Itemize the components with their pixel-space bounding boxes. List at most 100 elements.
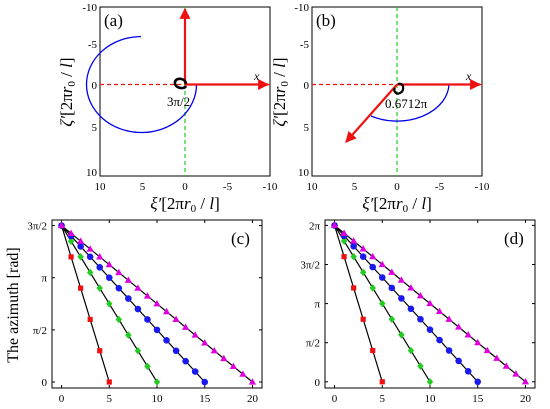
- data-point-circle: [426, 326, 434, 333]
- panel-a-y-axis-label: ζ′[2πr0 / l]: [57, 57, 78, 126]
- tick-label: -10: [294, 2, 309, 14]
- data-point-triangle: [388, 268, 396, 275]
- panel-b-label: (b): [316, 11, 336, 30]
- panel-a-x-ticks: 10 5 0 -5 -10: [95, 181, 278, 193]
- fit-line: [334, 224, 479, 383]
- data-point-triangle: [229, 362, 237, 369]
- data-point-diamond: [86, 268, 94, 277]
- data-point-diamond: [144, 362, 151, 371]
- data-point-square: [97, 348, 103, 354]
- panel-c-plot: 0 5 10 15 20 0 π/2 π 3π/2: [27, 220, 262, 405]
- fit-line: [60, 225, 110, 383]
- y-tick-label: 3π/2: [27, 221, 47, 233]
- tick-label: 0: [92, 80, 98, 92]
- panel-b-angle-arc: [370, 84, 450, 122]
- tick-label: 5: [92, 122, 98, 134]
- data-point-circle: [359, 253, 367, 260]
- data-point-triangle: [435, 307, 444, 315]
- data-point-square: [341, 254, 347, 260]
- y-tick-label: 0: [42, 377, 48, 389]
- data-point-circle: [144, 316, 151, 323]
- data-point-circle: [77, 243, 84, 250]
- data-point-triangle: [77, 237, 85, 244]
- data-point-circle: [96, 263, 104, 271]
- data-point-circle: [464, 368, 472, 375]
- x-tick-label: 20: [247, 393, 259, 405]
- data-point-diamond: [67, 237, 75, 246]
- data-point-square: [87, 316, 93, 323]
- data-point-circle: [417, 315, 424, 323]
- data-point-circle: [163, 336, 170, 344]
- data-point-square: [351, 285, 357, 291]
- y-tick-label: π/2: [33, 325, 47, 337]
- tick-label: 10: [298, 167, 310, 179]
- data-point-diamond: [398, 331, 405, 339]
- panel-b-angle-label: 0.6712π: [385, 96, 428, 111]
- data-point-triangle: [124, 276, 132, 283]
- tick-label: -10: [263, 181, 278, 193]
- data-point-diamond: [134, 346, 142, 355]
- panel-b: (b) x 0.6712π -10 -5 0 5 10 10 5 0 -5 -1…: [270, 2, 490, 215]
- tick-label: 5: [304, 122, 310, 134]
- data-point-square: [68, 254, 74, 260]
- data-point-triangle: [445, 315, 453, 322]
- data-point-circle: [115, 284, 123, 292]
- data-point-diamond: [407, 346, 415, 355]
- data-point-circle: [407, 305, 415, 313]
- x-tick-label: 20: [520, 393, 532, 405]
- data-point-circle: [388, 284, 396, 292]
- data-point-triangle: [57, 221, 66, 229]
- data-point-triangle: [143, 292, 152, 299]
- data-point-triangle: [378, 260, 386, 268]
- tick-label: 0: [304, 80, 310, 92]
- tick-label: -5: [300, 39, 310, 51]
- data-point-diamond: [359, 268, 367, 277]
- panel-b-x-label: x: [465, 69, 472, 83]
- data-point-triangle: [493, 354, 501, 361]
- tick-label: 10: [86, 167, 98, 179]
- data-point-square: [78, 285, 84, 291]
- data-point-circle: [125, 295, 132, 302]
- data-point-diamond: [77, 253, 84, 261]
- data-point-diamond: [379, 299, 386, 308]
- panel-b-y-axis-label: ζ′[2πr0 / l]: [270, 57, 291, 126]
- y-tick-label: 3π/2: [300, 259, 320, 271]
- data-point-triangle: [455, 323, 463, 330]
- x-tick-label: 15: [199, 393, 211, 405]
- data-point-triangle: [330, 221, 339, 229]
- data-point-triangle: [359, 245, 367, 252]
- fit-line: [333, 225, 383, 382]
- data-point-triangle: [407, 284, 415, 291]
- data-point-circle: [436, 336, 443, 344]
- data-point-diamond: [426, 377, 434, 386]
- data-point-circle: [191, 368, 199, 375]
- data-point-triangle: [96, 253, 104, 260]
- data-point-diamond: [350, 252, 357, 261]
- data-point-circle: [86, 253, 94, 261]
- data-point-triangle: [67, 229, 75, 236]
- y-tick-label: π: [314, 299, 320, 311]
- panel-a-y-ticks: -10 -5 0 5 10: [82, 2, 97, 179]
- x-tick-label: 5: [107, 393, 113, 405]
- panel-a-swirl: [173, 77, 188, 90]
- panel-a-label: (a): [104, 11, 123, 30]
- data-point-triangle: [115, 268, 123, 276]
- x-tick-label: 0: [59, 393, 65, 405]
- data-point-triangle: [502, 362, 510, 369]
- tick-label: 5: [140, 181, 146, 193]
- data-point-triangle: [220, 354, 228, 362]
- data-point-circle: [134, 305, 142, 313]
- data-point-triangle: [464, 331, 472, 338]
- tick-label: 10: [307, 181, 319, 193]
- data-point-triangle: [248, 378, 257, 385]
- panel-a-x-axis-label: ξ′[2πr0 / l]: [150, 194, 220, 215]
- data-point-triangle: [134, 284, 142, 291]
- tick-label: 0: [394, 181, 400, 193]
- data-point-triangle: [105, 260, 113, 268]
- data-point-diamond: [96, 284, 103, 292]
- tick-label: -5: [88, 39, 98, 51]
- data-point-circle: [182, 357, 189, 365]
- panel-a: (a) x 3π/2 -10 -5 0 5 10 10 5 0 -5 -10 ξ…: [57, 2, 278, 215]
- data-point-triangle: [416, 291, 425, 299]
- data-point-circle: [378, 274, 386, 281]
